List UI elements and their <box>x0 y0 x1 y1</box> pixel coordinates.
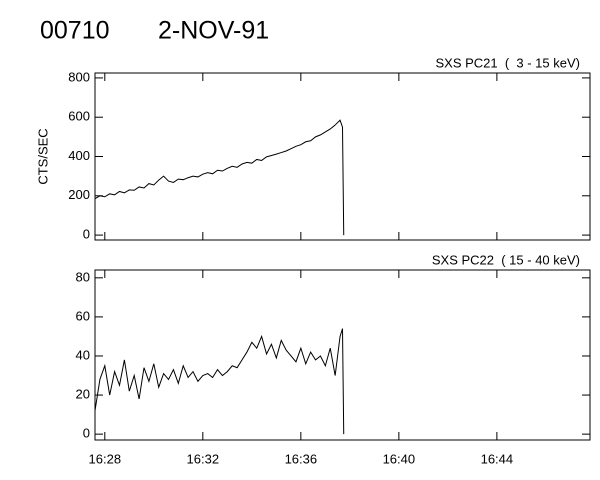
x-tick-label: 16:40 <box>383 451 416 466</box>
y-axis-label: CTS/SEC <box>35 128 50 184</box>
date: 2-NOV-91 <box>158 17 269 45</box>
data-line <box>94 328 345 435</box>
observation-id: 00710 <box>40 17 110 45</box>
panel-title: SXS PC22 ( 15 - 40 keV) <box>432 252 580 267</box>
x-tick-label: 16:28 <box>89 451 122 466</box>
plot-frame <box>94 269 591 441</box>
y-tick-label: 200 <box>68 187 90 202</box>
y-tick-label: 80 <box>76 269 90 284</box>
y-tick-label: 40 <box>76 347 90 362</box>
y-tick-label: 400 <box>68 148 90 163</box>
y-tick-label: 0 <box>83 227 90 242</box>
x-tick-label: 16:36 <box>285 451 318 466</box>
y-tick-label: 600 <box>68 109 90 124</box>
y-tick-label: 800 <box>68 69 90 84</box>
x-tick-label: 16:44 <box>481 451 514 466</box>
panel-title: SXS PC21 ( 3 - 15 keV) <box>435 55 580 70</box>
y-tick-label: 60 <box>76 308 90 323</box>
y-tick-label: 20 <box>76 386 90 401</box>
data-line <box>94 119 345 236</box>
y-tick-label: 0 <box>83 426 90 441</box>
x-tick-label: 16:32 <box>187 451 220 466</box>
